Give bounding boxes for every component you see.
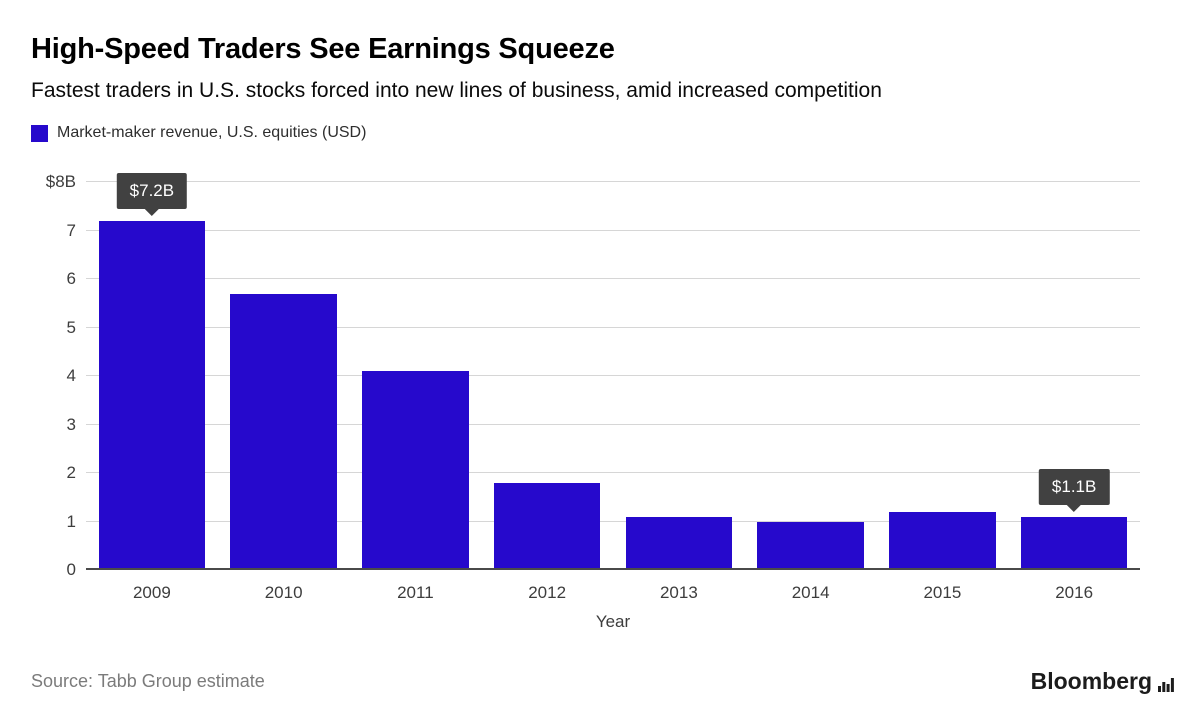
bar-2012[interactable] <box>493 482 601 570</box>
bar-slot-2011 <box>350 182 482 570</box>
bar-2013[interactable] <box>625 516 733 570</box>
x-tick-label-2012: 2012 <box>528 583 567 602</box>
chart-subtitle: Fastest traders in U.S. stocks forced in… <box>31 79 882 102</box>
source-note: Source: Tabb Group estimate <box>31 671 265 691</box>
bar-2014[interactable] <box>757 521 864 570</box>
y-tick-label-1: 1 <box>66 511 76 531</box>
y-tick-label-8: $8B <box>45 172 76 191</box>
bars-container <box>86 182 1140 570</box>
x-tick-label-2011: 2011 <box>397 583 434 602</box>
bar-slot-2014 <box>745 182 877 570</box>
y-tick-label-4: 4 <box>66 366 76 385</box>
gridline-2 <box>86 472 1140 473</box>
bar-slot-2016 <box>1008 182 1140 570</box>
chart-title: High-Speed Traders See Earnings Squeeze <box>31 33 615 65</box>
bloomberg-wordmark: Bloomberg <box>1030 668 1152 694</box>
gridline-5 <box>86 326 1140 328</box>
bloomberg-chart-icon <box>1158 678 1174 692</box>
y-tick-label-0: 0 <box>66 560 76 579</box>
x-tick-label-2016: 2016 <box>1055 583 1094 602</box>
x-tick-label-2010: 2010 <box>264 583 303 602</box>
y-tick-label-5: 5 <box>66 317 76 337</box>
x-axis-baseline <box>86 568 1140 570</box>
footer: Source: Tabb Group estimate Bloomberg <box>31 668 1174 695</box>
x-tick-label-2015: 2015 <box>923 583 962 602</box>
y-tick-label-2: 2 <box>66 463 76 482</box>
bar-slot-2012 <box>481 182 613 570</box>
bar-2016[interactable] <box>1020 516 1128 570</box>
bar-2011[interactable] <box>362 371 469 570</box>
x-tick-label-2013: 2013 <box>659 583 698 602</box>
bar-chart: 0 1 2 3 4 5 6 7 $8B $7.2B $1.1B <box>31 172 1140 579</box>
plot-area: $7.2B $1.1B <box>86 172 1140 570</box>
y-tick-label-3: 3 <box>66 414 76 434</box>
y-axis: 0 1 2 3 4 5 6 7 $8B <box>31 172 86 579</box>
gridline-6 <box>86 278 1140 279</box>
x-tick-label-2014: 2014 <box>791 583 830 602</box>
bar-slot-2015 <box>877 182 1009 570</box>
tooltip-2016: $1.1B <box>1038 468 1110 505</box>
bloomberg-logo: Bloomberg <box>1031 668 1174 695</box>
x-axis-title: Year <box>595 612 631 631</box>
bar-slot-2010 <box>218 182 350 570</box>
legend-swatch <box>31 124 48 142</box>
gridline-3 <box>86 423 1140 425</box>
bar-2010[interactable] <box>230 293 337 570</box>
y-tick-label-6: 6 <box>66 269 76 288</box>
y-tick-label-7: 7 <box>66 220 76 240</box>
x-axis: 2009 2010 2011 2012 2013 2014 2015 2016 <box>86 583 1140 603</box>
x-tick-label-2009: 2009 <box>132 583 171 602</box>
bar-slot-2009 <box>86 182 218 570</box>
gridline-8 <box>86 181 1140 182</box>
bar-slot-2013 <box>613 182 745 570</box>
gridline-7 <box>86 229 1140 231</box>
bar-2015[interactable] <box>889 511 996 570</box>
legend-label: Market-maker revenue, U.S. equities (USD… <box>57 124 367 141</box>
gridline-1 <box>86 520 1140 522</box>
gridline-4 <box>86 375 1140 376</box>
legend: Market-maker revenue, U.S. equities (USD… <box>31 124 1200 142</box>
tooltip-2009: $7.2B <box>116 172 188 209</box>
bar-2009[interactable] <box>98 220 206 570</box>
